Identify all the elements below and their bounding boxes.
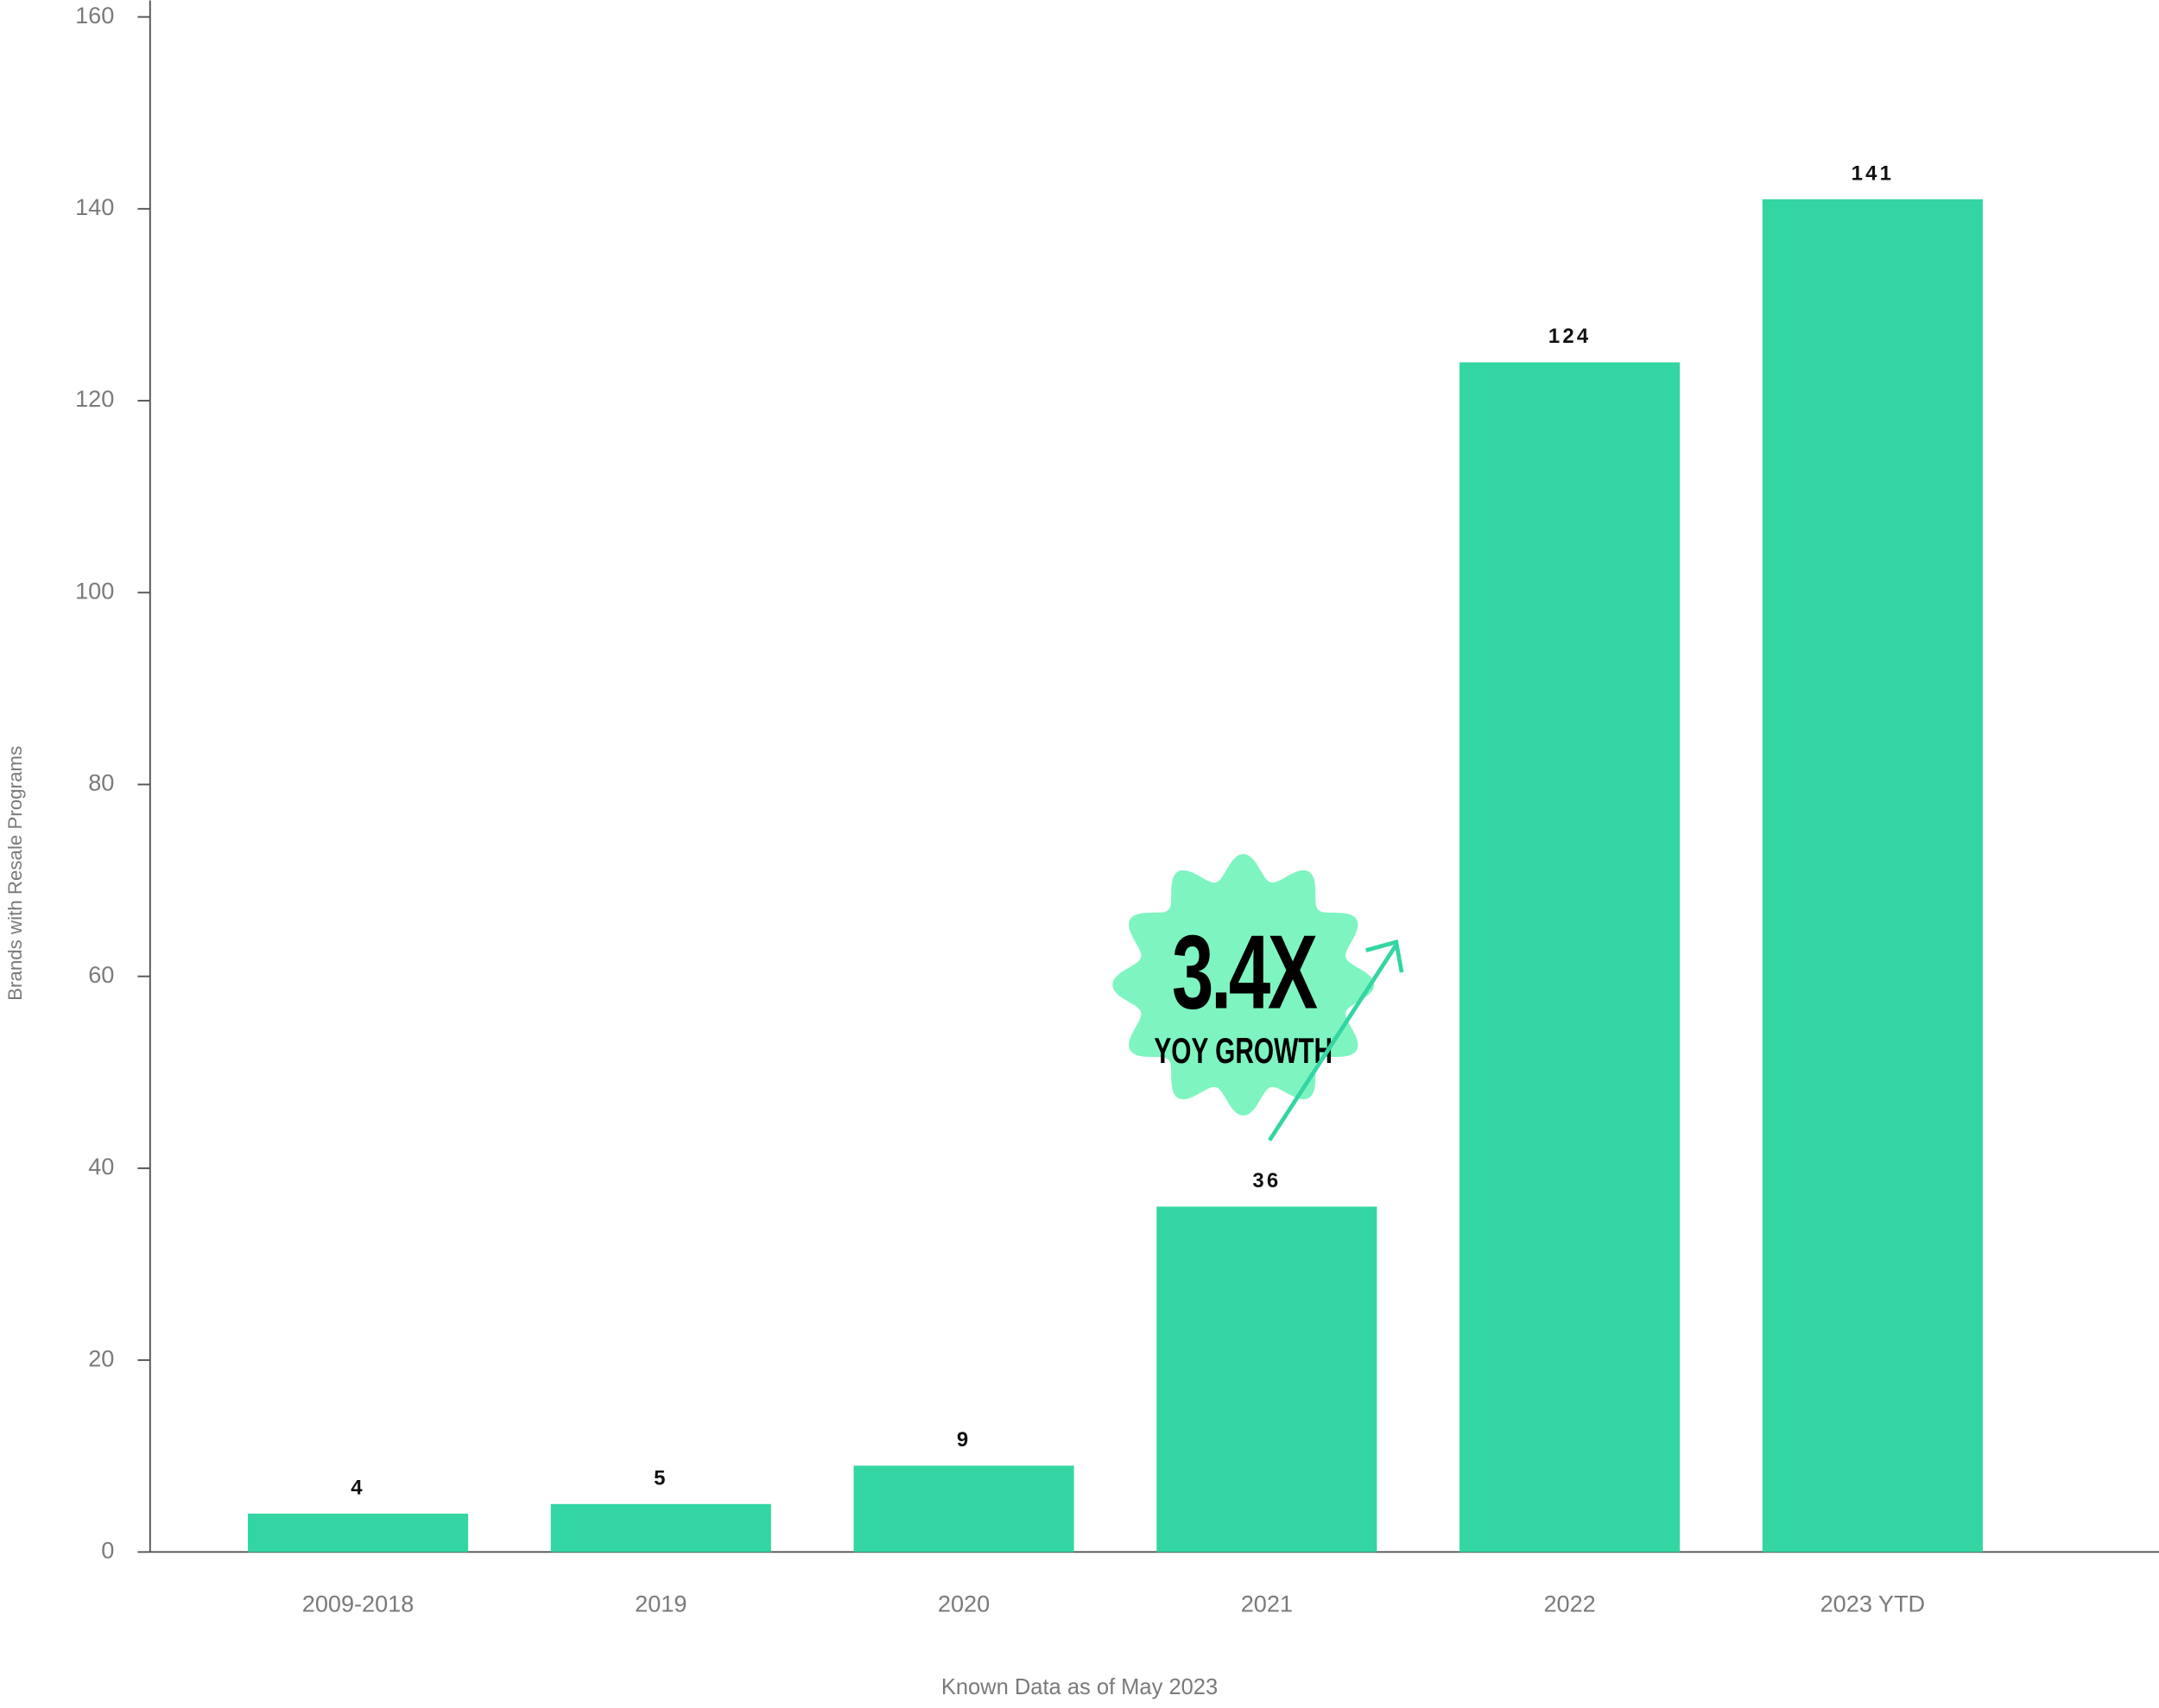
badge-value: 3.4X	[1172, 914, 1318, 1031]
value-label: 9	[957, 1428, 971, 1452]
badge-caption: YOY GROWTH	[1154, 1030, 1333, 1071]
arrow-shaft	[1268, 943, 1398, 1142]
x-axis-title: Known Data as of May 2023	[941, 1675, 1218, 1699]
bar	[550, 1503, 771, 1553]
y-tick-label: 60	[88, 961, 114, 988]
value-label: 141	[1852, 161, 1894, 185]
y-axis-title: Brands with Resale Programs	[4, 746, 26, 1001]
y-tick-label: 40	[88, 1153, 114, 1180]
bar	[853, 1465, 1074, 1553]
x-tick-label: 2019	[635, 1591, 687, 1617]
y-tick-label: 80	[88, 769, 114, 796]
value-label: 4	[351, 1477, 364, 1500]
y-tick-label: 0	[101, 1537, 114, 1564]
y-tick-label: 140	[75, 193, 114, 220]
y-tick-label: 100	[75, 577, 114, 604]
badge-shape	[1112, 854, 1375, 1116]
y-tick-label: 160	[75, 2, 114, 28]
y-tick-label: 20	[88, 1344, 114, 1371]
growth-badge: 3.4X YOY GROWTH	[1112, 854, 1375, 1116]
value-label: 124	[1548, 325, 1591, 348]
growth-arrow	[1268, 939, 1404, 1142]
bar	[1762, 199, 1983, 1553]
x-tick-label: 2023 YTD	[1820, 1591, 1926, 1617]
arrow-head	[1365, 939, 1404, 973]
x-tick-label: 2022	[1543, 1591, 1595, 1617]
x-tick-label: 2021	[1241, 1591, 1293, 1617]
bar	[247, 1513, 469, 1553]
bar	[1156, 1206, 1377, 1553]
value-label: 36	[1252, 1169, 1281, 1192]
y-tick-label: 120	[75, 385, 114, 412]
x-tick-label: 2009-2018	[302, 1591, 415, 1617]
value-label: 5	[654, 1466, 668, 1490]
x-tick-label: 2020	[938, 1591, 990, 1617]
bar	[1459, 362, 1681, 1553]
